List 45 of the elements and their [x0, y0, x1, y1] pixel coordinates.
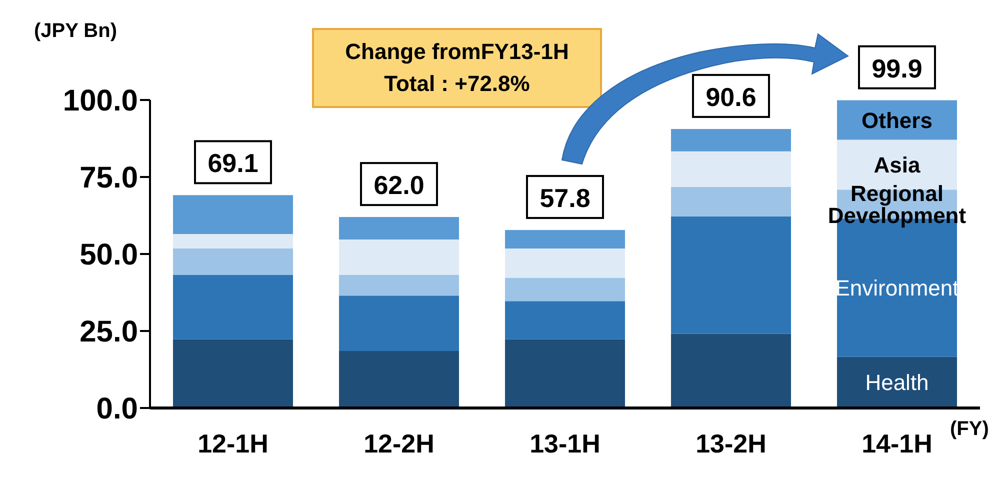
text: Total : +72.8% [383, 70, 531, 98]
bar [339, 217, 459, 240]
y-tick-label: 75.0 [80, 162, 138, 195]
y-tick-label: 100.0 [62, 84, 138, 118]
bar [671, 334, 791, 408]
series-label: Environment [835, 276, 959, 301]
bar [671, 151, 791, 187]
bar [671, 216, 791, 334]
bar [339, 351, 459, 408]
text: Change fromFY13-1H [344, 38, 570, 66]
y-tick-label: 50.0 [80, 238, 138, 272]
bar [173, 339, 293, 408]
y-tick-label: 25.0 [80, 316, 138, 349]
series-label: Health [865, 370, 929, 396]
x-axis-title: (FY) [950, 418, 989, 441]
total-label: 69.1 [208, 148, 258, 178]
bar [339, 240, 459, 275]
bar [339, 274, 459, 296]
x-tick-label: 12-1H [198, 428, 268, 458]
bar [173, 195, 293, 234]
total-label: 90.6 [706, 82, 756, 112]
y-axis-title: (JPY Bn) [34, 20, 117, 43]
bar [505, 248, 625, 278]
bar [505, 339, 625, 408]
bar [671, 128, 791, 152]
x-tick-label: 13-1H [530, 428, 600, 458]
x-tick-label: 13-2H [696, 428, 766, 458]
bar [173, 248, 293, 275]
bar [339, 296, 459, 352]
bar [173, 234, 293, 248]
y-tick-label: 0.0 [96, 392, 138, 426]
bar [505, 230, 625, 248]
bar [173, 274, 293, 340]
series-label: Asia [874, 152, 921, 178]
series-label: Regional Development [828, 180, 967, 228]
x-tick-label: 12-2H [364, 428, 434, 458]
bar [671, 186, 791, 216]
total-label: 99.9 [872, 53, 922, 84]
bar [837, 356, 957, 408]
series-label: Others [862, 108, 932, 133]
total-label: 62.0 [374, 170, 424, 200]
bar [505, 278, 625, 302]
total-label: 57.8 [540, 182, 590, 213]
bar [505, 301, 625, 340]
x-tick-label: 14-1H [862, 428, 932, 458]
